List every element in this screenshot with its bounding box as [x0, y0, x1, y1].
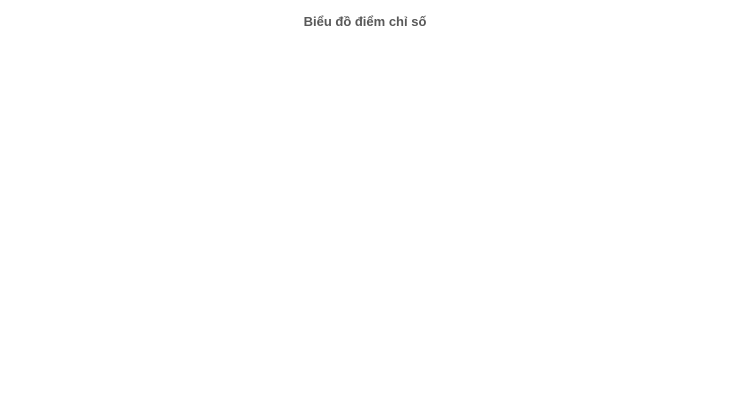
svg-text:Biểu đồ điểm chỉ số: Biểu đồ điểm chỉ số [304, 14, 427, 29]
